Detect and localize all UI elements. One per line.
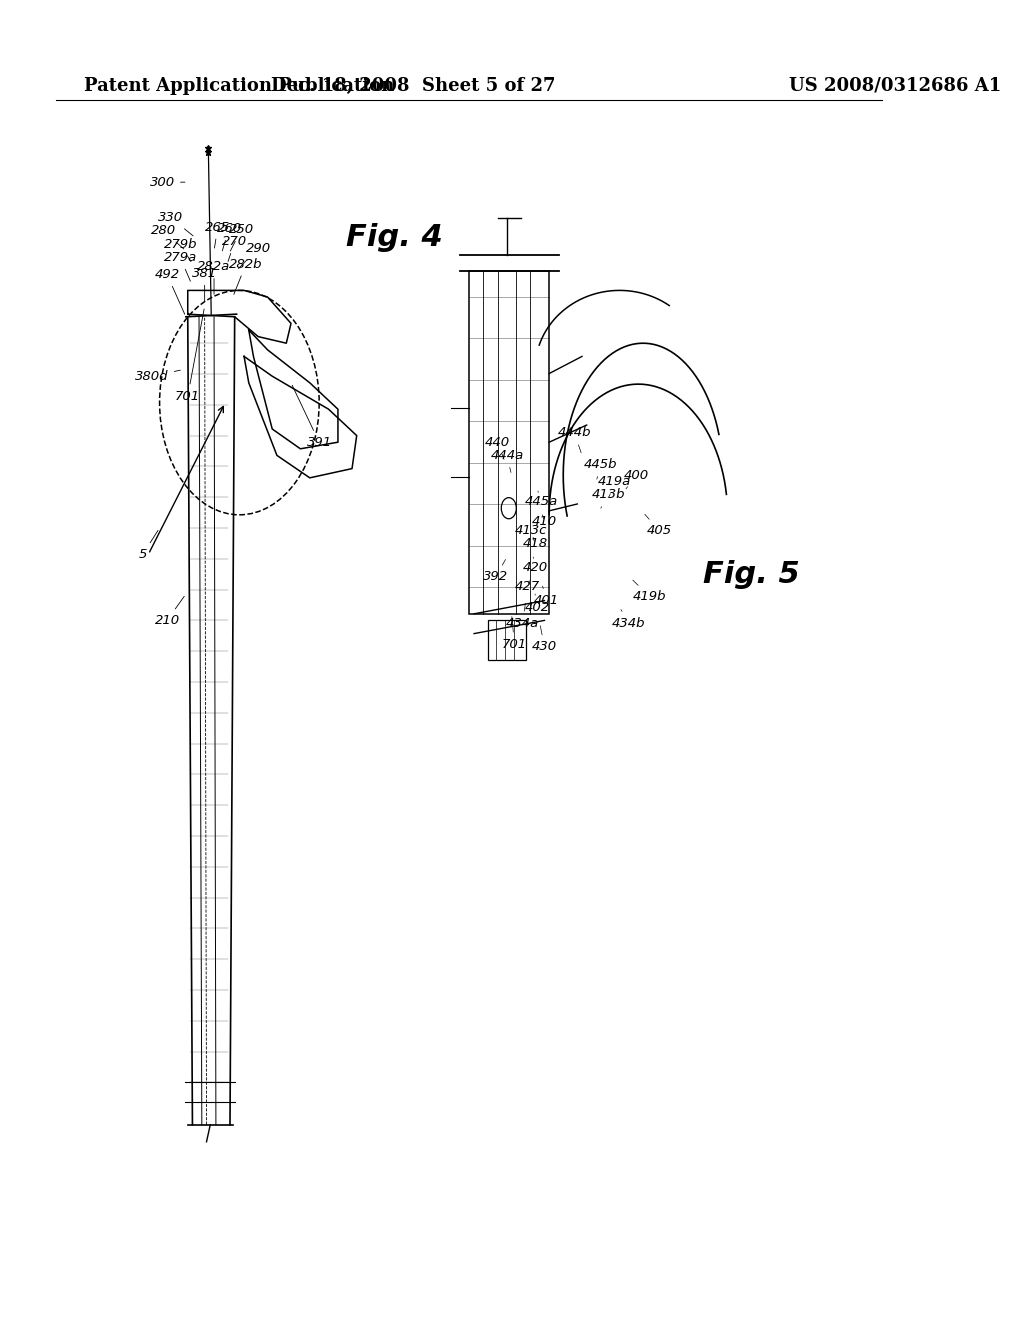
Text: 418: 418: [522, 537, 548, 550]
Text: 401: 401: [534, 586, 559, 607]
Text: 270: 270: [222, 235, 247, 261]
Text: 381: 381: [193, 267, 217, 301]
Text: 282b: 282b: [229, 257, 263, 294]
Text: 330: 330: [159, 211, 194, 236]
Text: 290: 290: [239, 242, 270, 268]
Text: 445b: 445b: [584, 458, 617, 479]
Text: 405: 405: [645, 515, 672, 537]
Text: 419b: 419b: [633, 579, 667, 603]
Text: 279a: 279a: [164, 251, 197, 281]
Text: 5: 5: [138, 531, 158, 561]
Text: 260: 260: [216, 222, 242, 251]
Text: 300: 300: [150, 176, 185, 189]
Text: 380d: 380d: [135, 370, 180, 383]
Text: 445a: 445a: [525, 491, 558, 508]
Text: 440: 440: [485, 436, 510, 459]
Text: 402: 402: [524, 594, 550, 614]
Text: US 2008/0312686 A1: US 2008/0312686 A1: [788, 77, 1000, 95]
FancyBboxPatch shape: [469, 271, 549, 614]
Text: 410: 410: [531, 515, 557, 528]
Text: 250: 250: [228, 223, 254, 251]
Text: 427: 427: [515, 579, 540, 593]
Text: 391: 391: [292, 385, 332, 449]
Text: 492: 492: [155, 268, 184, 314]
Text: 444b: 444b: [558, 426, 591, 453]
Text: 282a: 282a: [198, 260, 230, 294]
Text: Dec. 18, 2008  Sheet 5 of 27: Dec. 18, 2008 Sheet 5 of 27: [270, 77, 555, 95]
Text: 413c: 413c: [515, 520, 548, 537]
Text: Fig. 4: Fig. 4: [346, 223, 442, 252]
Text: 392: 392: [483, 560, 508, 583]
Text: Fig. 5: Fig. 5: [702, 560, 800, 589]
Text: 701: 701: [502, 616, 527, 651]
Text: 400: 400: [624, 469, 649, 488]
Text: 430: 430: [531, 626, 557, 653]
Text: 210: 210: [155, 597, 184, 627]
Text: 280: 280: [151, 224, 183, 249]
Text: 434b: 434b: [612, 610, 646, 630]
Text: 265: 265: [205, 220, 230, 248]
Text: 434a: 434a: [506, 603, 540, 630]
Text: 419a: 419a: [598, 475, 632, 496]
FancyBboxPatch shape: [488, 620, 525, 660]
Text: Patent Application Publication: Patent Application Publication: [85, 77, 394, 95]
Text: 444a: 444a: [490, 449, 523, 473]
Text: 413b: 413b: [592, 488, 625, 508]
Text: 420: 420: [522, 557, 548, 574]
Text: 279b: 279b: [164, 238, 197, 261]
Text: 701: 701: [175, 309, 204, 403]
